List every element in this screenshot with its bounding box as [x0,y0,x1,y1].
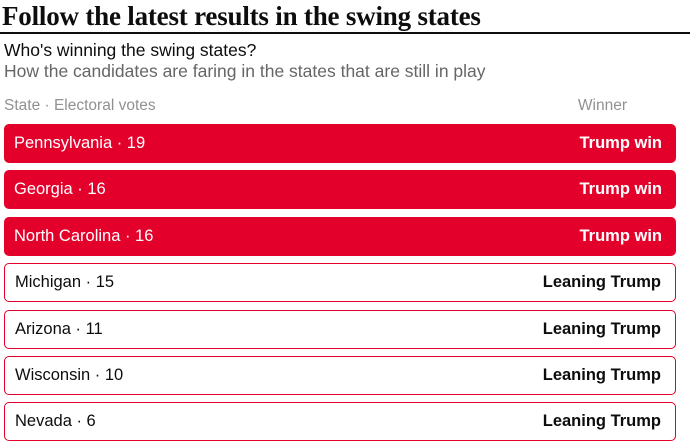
column-header-winner: Winner [577,97,627,114]
state-row-michigan: Michigan · 15 Leaning Trump [4,263,676,303]
state-row-wisconsin: Wisconsin · 10 Leaning Trump [4,355,676,395]
state-label: Pennsylvania · 19 [14,134,146,152]
state-row-georgia: Georgia · 16 Trump win [4,170,676,210]
winner-label: Trump win [579,180,663,199]
winner-label: Leaning Trump [542,365,661,384]
winner-label: Trump win [579,134,663,152]
headline-block: Follow the latest results in the swing s… [0,0,690,34]
winner-label: Leaning Trump [542,412,661,431]
state-label: Arizona · 11 [15,319,103,338]
state-row-nevada: Nevada · 6 Leaning Trump [4,402,676,442]
chart-subtitle: How the candidates are faring in the sta… [4,61,486,81]
state-label: Georgia · 16 [14,180,106,199]
state-label: Wisconsin · 10 [15,365,124,384]
state-label: Nevada · 6 [15,412,96,431]
state-label: Michigan · 15 [15,273,115,292]
column-headers: State · Electoral votes Winner [4,97,676,115]
page-title[interactable]: Follow the latest results in the swing s… [2,1,481,31]
state-rows: Pennsylvania · 19 Trump win Georgia · 16… [4,124,676,442]
state-label: North Carolina · 16 [14,226,154,245]
state-row-arizona: Arizona · 11 Leaning Trump [4,309,676,349]
chart-container: Who's winning the swing states? How the … [0,34,690,442]
winner-label: Leaning Trump [542,273,661,292]
chart-title: Who's winning the swing states? [4,40,257,60]
winner-label: Trump win [579,226,663,245]
state-row-pennsylvania: Pennsylvania · 19 Trump win [4,124,676,163]
winner-label: Leaning Trump [542,319,661,338]
column-header-state: State · Electoral votes [4,97,156,114]
state-row-north-carolina: North Carolina · 16 Trump win [4,216,676,256]
